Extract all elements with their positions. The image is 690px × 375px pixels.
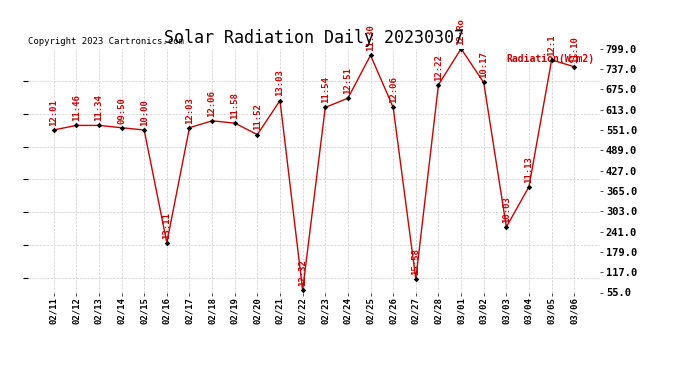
Point (478, 80, 489, 86)
Point (297, 287, 308, 293)
Text: 13:03: 13:03 (275, 69, 284, 96)
Point (365, 52, 376, 58)
Point (71, 122, 82, 128)
Point (206, 118, 217, 124)
Text: 12:32: 12:32 (298, 259, 307, 286)
Title: Solar Radiation Daily 20230307: Solar Radiation Daily 20230307 (164, 29, 464, 47)
Text: 11:13: 11:13 (524, 156, 533, 183)
Text: 12:06: 12:06 (208, 90, 217, 117)
Point (275, 98, 286, 104)
Point (229, 120, 240, 126)
Text: 12:Ro: 12:Ro (457, 18, 466, 45)
Text: 10:03: 10:03 (502, 196, 511, 223)
Point (524, 184, 535, 190)
Point (48, 127, 59, 133)
Text: 12:22: 12:22 (434, 54, 443, 81)
Text: 12:51: 12:51 (344, 67, 353, 94)
Point (116, 125, 127, 131)
Text: 12:03: 12:03 (185, 97, 194, 123)
Text: 11:52: 11:52 (253, 104, 262, 130)
Text: 09:50: 09:50 (117, 97, 126, 123)
Text: Copyright 2023 Cartronics.com: Copyright 2023 Cartronics.com (28, 38, 184, 46)
Point (252, 132, 263, 138)
Point (455, 46, 466, 52)
Point (342, 95, 353, 101)
Text: 11:30: 11:30 (366, 24, 375, 51)
Point (546, 57, 557, 63)
Text: 10:00: 10:00 (139, 99, 148, 126)
Point (93, 122, 104, 128)
Text: 12:06: 12:06 (388, 76, 397, 103)
Text: 12:1: 12:1 (547, 34, 556, 56)
Point (139, 127, 150, 133)
Point (319, 104, 331, 110)
Text: Radiation(W/m2): Radiation(W/m2) (506, 54, 595, 64)
Text: 11:54: 11:54 (321, 76, 330, 103)
Text: 13:11: 13:11 (162, 211, 171, 238)
Point (433, 82, 444, 88)
Point (501, 224, 512, 230)
Point (388, 104, 399, 110)
Text: 11:58: 11:58 (230, 92, 239, 119)
Text: 11:46: 11:46 (72, 94, 81, 121)
Text: 10:17: 10:17 (480, 51, 489, 78)
Text: 11:34: 11:34 (95, 94, 103, 121)
Text: 15:58: 15:58 (411, 248, 420, 275)
Point (411, 276, 422, 282)
Point (161, 240, 172, 246)
Text: 11:10: 11:10 (570, 36, 579, 63)
Text: 12:01: 12:01 (49, 99, 58, 126)
Point (184, 125, 195, 131)
Point (569, 64, 580, 70)
